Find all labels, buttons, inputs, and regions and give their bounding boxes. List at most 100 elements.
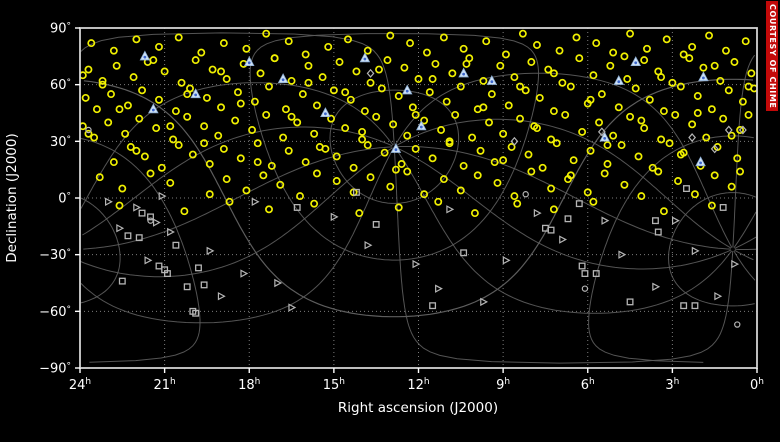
yellow-circles-marker [428, 154, 437, 163]
blue-triangle-center-dot [405, 89, 409, 93]
yellow-circles-marker [507, 143, 516, 151]
yellow-circles-marker [428, 75, 437, 83]
galactic-gridline [83, 146, 757, 250]
series-gray-squares [118, 185, 727, 317]
galactic-gridline [329, 89, 460, 204]
yellow-circles-marker [473, 171, 482, 180]
yellow-circles-marker [301, 50, 310, 59]
yellow-circles-marker [566, 82, 575, 91]
yellow-circles-marker [640, 124, 649, 133]
yellow-circles-marker [741, 37, 750, 46]
yellow-circles-marker [386, 182, 395, 191]
yellow-circles-marker [403, 131, 412, 140]
yellow-circles-marker [640, 56, 649, 65]
yellow-circles-marker [346, 95, 355, 104]
yellow-circles-marker [132, 35, 141, 44]
x-tick-label: 15h [323, 377, 345, 393]
yellow-circles-marker [595, 118, 603, 127]
yellow-circles-marker [676, 150, 685, 159]
yellow-circles-marker [462, 59, 471, 68]
yellow-circles-marker [219, 144, 228, 153]
yellow-circles-marker [180, 207, 189, 216]
yellow-circles-marker [363, 46, 372, 55]
gray-right-triangles-marker [105, 197, 113, 206]
yellow-circles-marker [296, 192, 304, 201]
gray-squares-marker [592, 270, 600, 278]
yellow-circles-marker [538, 163, 547, 172]
y-tick-label: −90° [39, 362, 71, 377]
yellow-circles-marker [197, 48, 206, 57]
yellow-circles-marker [665, 139, 674, 148]
yellow-circles-marker [217, 67, 225, 76]
yellow-circles-marker [234, 88, 242, 97]
blue-triangles-marker [390, 143, 402, 153]
yellow-circles-marker [287, 76, 296, 85]
yellow-circles-marker [80, 71, 87, 80]
yellow-circles-marker [516, 82, 525, 91]
yellow-circles-marker [310, 129, 319, 138]
galactic-gridline [80, 192, 756, 307]
yellow-circles-marker [614, 103, 623, 112]
yellow-circles-marker [549, 107, 558, 116]
blue-triangles-marker [416, 120, 427, 131]
yellow-circles-marker [408, 103, 417, 112]
yellow-circles-marker [146, 169, 155, 178]
gray-right-triangles-marker [330, 212, 339, 222]
yellow-circles-marker [674, 177, 682, 185]
yellow-circles-marker [479, 76, 488, 85]
gray-squares-marker [135, 234, 143, 242]
gray-right-triangles-marker [240, 269, 249, 278]
yellow-circles-marker [375, 65, 383, 74]
yellow-circles-marker [705, 31, 713, 40]
gray-right-triangles-marker [533, 208, 542, 218]
yellow-circles-marker [535, 93, 544, 102]
y-axis-ticks: 90° 60° 30° 0° −30° −60° −90° [39, 22, 80, 377]
x-tick-label: 18h [238, 377, 260, 393]
yellow-circles-marker [279, 133, 288, 142]
yellow-circles-marker [253, 158, 262, 167]
series-gray-diamonds [366, 68, 747, 154]
yellow-circles-marker [394, 203, 403, 212]
blue-triangles-marker [599, 131, 610, 142]
yellow-circles-marker [360, 107, 369, 116]
gray-squares-marker [564, 215, 572, 223]
yellow-circles-marker [487, 90, 496, 99]
gray-squares-marker [654, 228, 662, 236]
yellow-circles-marker [606, 61, 615, 70]
blue-triangles-marker [359, 52, 371, 63]
x-tick-label: 9h [496, 377, 510, 393]
yellow-circles-marker [524, 150, 533, 159]
gray-right-triangles-marker [206, 246, 215, 256]
yellow-circles-marker [166, 122, 175, 131]
gray-right-triangles-marker [412, 259, 421, 269]
yellow-circles-marker [250, 97, 259, 106]
data-markers [80, 29, 757, 328]
blue-triangles-marker [243, 56, 255, 66]
yellow-circles-marker [394, 92, 403, 100]
yellow-circles-marker [222, 175, 231, 184]
yellow-circles-marker [437, 126, 446, 134]
yellow-circles-marker [659, 207, 668, 216]
yellow-circles-marker [533, 124, 541, 133]
x-tick-label: 3h [665, 377, 679, 393]
yellow-circles-marker [411, 110, 420, 119]
yellow-circles-marker [95, 173, 104, 182]
yellow-circles-marker [411, 144, 420, 153]
yellow-circles-marker [434, 197, 443, 206]
yellow-circles-marker [549, 69, 558, 78]
blue-triangles-marker [320, 107, 331, 117]
yellow-circles-marker [270, 54, 279, 63]
yellow-circles-marker [304, 78, 313, 87]
yellow-circles-marker [727, 182, 736, 191]
yellow-circles-marker [321, 144, 330, 153]
galactic-gridline [80, 147, 754, 278]
blue-triangles-marker [695, 156, 706, 167]
yellow-circles-marker [155, 42, 163, 51]
yellow-circles-marker [685, 54, 694, 63]
gray-squares-marker [200, 281, 208, 289]
blue-triangles-marker [698, 71, 709, 82]
gray-right-triangles-marker [144, 256, 153, 265]
yellow-circles-marker [414, 75, 423, 83]
gray-diamonds-marker [688, 133, 697, 143]
gray-diamonds-marker [739, 125, 747, 135]
